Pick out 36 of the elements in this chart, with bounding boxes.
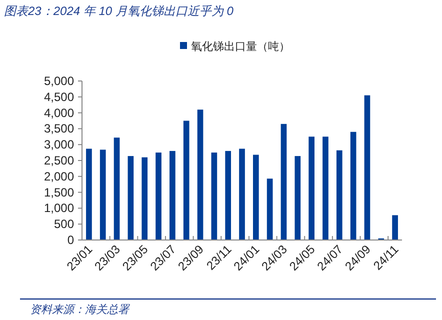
bar <box>170 150 176 240</box>
y-tick-label: 1,500 <box>44 185 74 200</box>
bar <box>114 138 120 240</box>
bar <box>364 95 370 240</box>
bar <box>322 136 328 240</box>
bar <box>156 152 162 240</box>
chart-title: 图表23：2024 年 10 月氧化锑出口近乎为 0 <box>4 4 234 18</box>
bar <box>336 150 342 240</box>
y-tick-label: 3,500 <box>44 122 74 136</box>
bar <box>225 150 232 240</box>
bar <box>392 215 398 240</box>
legend-label: 氧化锑出口量（吨） <box>191 40 290 53</box>
y-tick-label: 2,000 <box>44 169 74 184</box>
y-tick-label: 4,000 <box>44 106 74 120</box>
y-tick-label: 4,500 <box>44 90 74 104</box>
y-tick-label: 2,500 <box>44 154 74 168</box>
bar <box>350 132 356 240</box>
bar <box>294 156 301 240</box>
y-tick-label: 5,000 <box>44 74 74 88</box>
bar <box>142 157 148 240</box>
bar <box>211 152 218 240</box>
bar <box>308 136 314 240</box>
bar <box>239 148 245 240</box>
y-tick-label: 3,000 <box>44 138 74 152</box>
bar <box>252 154 259 240</box>
text: 资料来源：海关总署 <box>30 303 130 316</box>
bar <box>197 110 204 240</box>
bar <box>86 148 92 240</box>
bar <box>183 120 190 240</box>
bar <box>266 178 273 240</box>
y-tick-label: 500 <box>54 217 74 232</box>
y-tick-label: 1,000 <box>44 201 74 216</box>
bar <box>280 124 287 240</box>
bar <box>100 150 106 240</box>
bar <box>128 156 134 240</box>
y-tick-label: 0 <box>67 233 74 247</box>
